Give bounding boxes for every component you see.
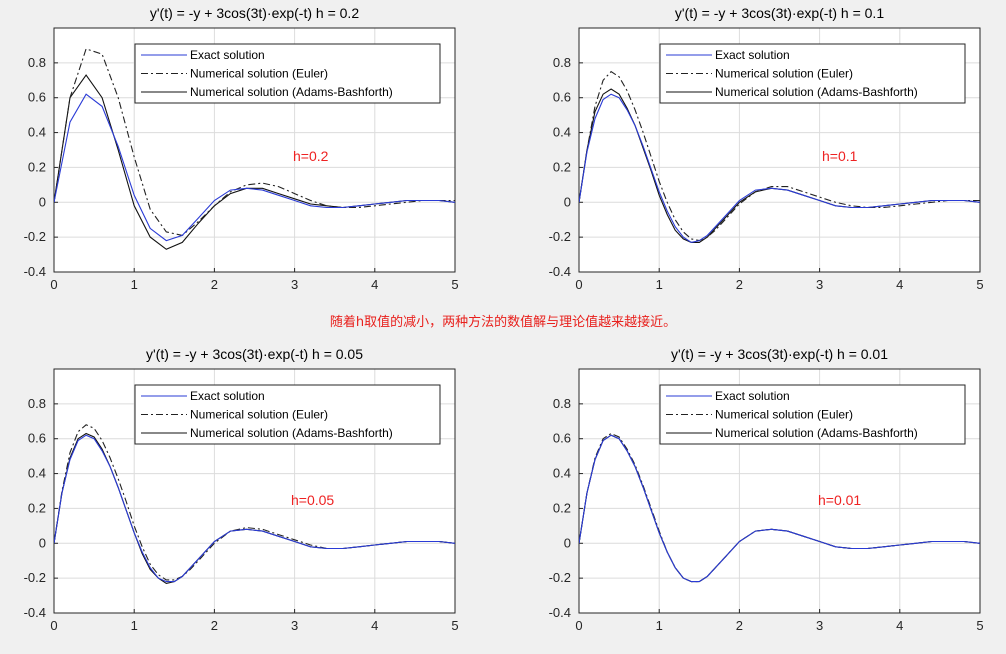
series-line-euler (579, 70, 980, 242)
x-tick-label: 5 (451, 277, 458, 292)
y-tick-label: 0.6 (28, 90, 46, 105)
y-tick-label: 0.8 (553, 55, 571, 70)
y-tick-label: -0.4 (549, 264, 571, 279)
y-tick-label: 0.2 (553, 500, 571, 515)
legend-label: Numerical solution (Euler) (190, 67, 328, 81)
y-tick-label: 0 (564, 194, 571, 209)
axes-box (578, 27, 981, 273)
axes-box (53, 368, 456, 614)
x-tick-label: 2 (211, 618, 218, 633)
y-tick-label: 0 (564, 535, 571, 550)
legend-label: Numerical solution (Adams-Bashforth) (715, 85, 918, 99)
h-annotation: h=0.1 (822, 148, 858, 164)
h-annotation: h=0.05 (291, 492, 334, 508)
series-line-euler (54, 424, 455, 581)
subplot-2: 0 1 2 3 4 5 -0.4 -0.2 0 0.2 0.4 0.6 0.8 y'(t) = -y + … (549, 5, 984, 292)
subplot-title: y'(t) = -y + 3cos(3t)·exp(-t) h = 0.05 (146, 346, 363, 362)
h-annotation: h=0.01 (818, 492, 861, 508)
legend: Exact solution Numerical solution (Euler)… (134, 43, 441, 104)
y-tick-label: 0.2 (28, 159, 46, 174)
series-line-exact (54, 93, 455, 242)
legend-label: Exact solution (715, 389, 790, 403)
y-tick-label: 0.2 (553, 159, 571, 174)
legend-label: Numerical solution (Adams-Bashforth) (190, 85, 393, 99)
y-tick-label: -0.2 (549, 229, 571, 244)
axes-box (53, 27, 456, 273)
y-tick-label: 0.8 (553, 396, 571, 411)
x-tick-label: 3 (291, 618, 298, 633)
x-tick-label: 2 (736, 618, 743, 633)
legend: Exact solution Numerical solution (Euler)… (659, 384, 966, 445)
y-tick-label: 0.4 (28, 125, 46, 140)
x-tick-label: 0 (50, 618, 57, 633)
x-tick-label: 3 (816, 277, 823, 292)
y-tick-label: 0.6 (553, 431, 571, 446)
y-tick-label: 0.2 (28, 500, 46, 515)
y-tick-label: 0.6 (553, 90, 571, 105)
y-tick-label: -0.4 (24, 264, 46, 279)
x-tick-label: 4 (371, 618, 378, 633)
x-tick-label: 3 (816, 618, 823, 633)
x-tick-label: 1 (131, 618, 138, 633)
subplot-1: 0 1 2 3 4 5 -0.4 -0.2 0 0.2 0.4 0.6 0.8 y'(t) = -y + … (24, 5, 459, 292)
subplot-title: y'(t) = -y + 3cos(3t)·exp(-t) h = 0.01 (671, 346, 888, 362)
subplot-4: 0 1 2 3 4 5 -0.4 -0.2 0 0.2 0.4 0.6 0.8 y'(t) = -y + … (549, 346, 984, 633)
x-tick-label: 4 (371, 277, 378, 292)
x-tick-label: 1 (131, 277, 138, 292)
legend-label: Numerical solution (Euler) (715, 67, 853, 81)
y-tick-label: -0.4 (549, 605, 571, 620)
y-tick-label: -0.4 (24, 605, 46, 620)
y-tick-label: -0.2 (549, 570, 571, 585)
subplot-title: y'(t) = -y + 3cos(3t)·exp(-t) h = 0.1 (675, 5, 884, 21)
y-tick-label: 0.6 (28, 431, 46, 446)
legend-box (659, 43, 966, 104)
figure-caption: 随着h取值的减小，两种方法的数值解与理论值越来越接近。 (329, 315, 677, 330)
legend-label: Numerical solution (Euler) (715, 408, 853, 422)
legend-label: Numerical solution (Adams-Bashforth) (190, 426, 393, 440)
x-tick-label: 5 (451, 618, 458, 633)
legend-label: Exact solution (715, 48, 790, 62)
x-tick-label: 4 (896, 277, 903, 292)
y-tick-label: 0 (39, 535, 46, 550)
series-line-euler (54, 48, 455, 236)
legend-label: Exact solution (190, 48, 265, 62)
subplot-title: y'(t) = -y + 3cos(3t)·exp(-t) h = 0.2 (150, 5, 359, 21)
x-tick-label: 0 (575, 277, 582, 292)
x-tick-label: 4 (896, 618, 903, 633)
legend-label: Numerical solution (Euler) (190, 408, 328, 422)
y-tick-label: -0.2 (24, 570, 46, 585)
y-tick-label: 0.8 (28, 396, 46, 411)
y-tick-label: 0 (39, 194, 46, 209)
x-tick-label: 2 (211, 277, 218, 292)
y-tick-label: 0.4 (553, 466, 571, 481)
legend-box (134, 43, 441, 104)
x-tick-label: 0 (50, 277, 57, 292)
x-tick-label: 5 (976, 618, 983, 633)
x-tick-label: 1 (656, 618, 663, 633)
y-tick-label: 0.8 (28, 55, 46, 70)
legend: Exact solution Numerical solution (Euler)… (659, 43, 966, 104)
y-tick-label: 0.4 (28, 466, 46, 481)
x-tick-label: 0 (575, 618, 582, 633)
x-tick-label: 3 (291, 277, 298, 292)
legend-label: Numerical solution (Adams-Bashforth) (715, 426, 918, 440)
series-line-exact (54, 434, 455, 583)
x-tick-label: 1 (656, 277, 663, 292)
series-line-exact (579, 93, 980, 243)
x-tick-label: 2 (736, 277, 743, 292)
y-tick-label: -0.2 (24, 229, 46, 244)
legend-label: Exact solution (190, 389, 265, 403)
legend-box (134, 384, 441, 445)
x-tick-label: 5 (976, 277, 983, 292)
legend-box (659, 384, 966, 445)
axes-box (578, 368, 981, 614)
h-annotation: h=0.2 (293, 148, 329, 164)
legend: Exact solution Numerical solution (Euler)… (134, 384, 441, 445)
y-tick-label: 0.4 (553, 125, 571, 140)
series-line-exact (579, 434, 980, 583)
subplot-3: 0 1 2 3 4 5 -0.4 -0.2 0 0.2 0.4 0.6 0.8 y'(t) = -y + … (24, 346, 459, 633)
